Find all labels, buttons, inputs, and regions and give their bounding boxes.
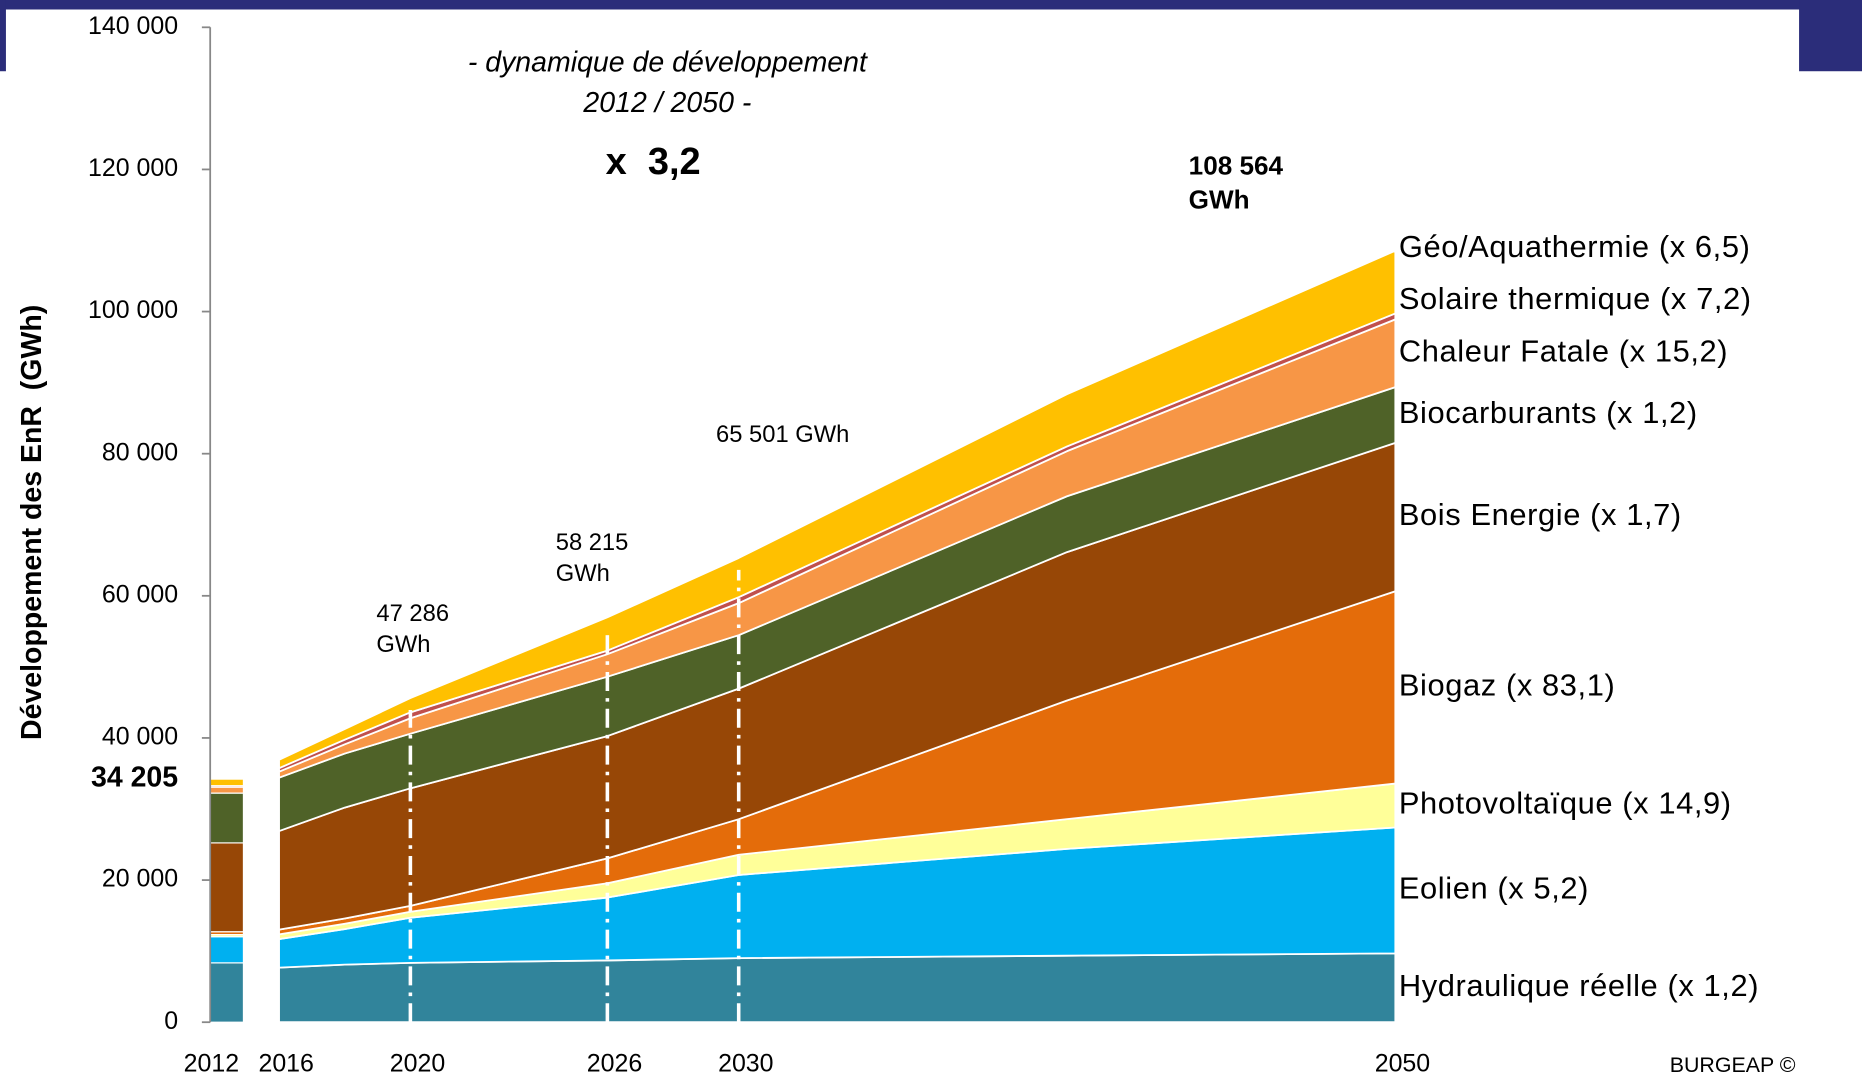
y-tick-label: 0 (164, 1007, 178, 1035)
area (278, 952, 1397, 1024)
y-tick-label: 140 000 (88, 12, 178, 40)
legend-label: Géo/Aquathermie (x 6,5) (1399, 229, 1751, 264)
area-segment (209, 936, 245, 964)
y-axis-title: Développement des EnR (GWh) (16, 305, 48, 740)
x-tick-label: 2012 (184, 1050, 239, 1078)
annotation: GWh (556, 561, 610, 587)
annotation: 108 564 (1189, 150, 1284, 180)
x-tick-label: 2050 (1375, 1050, 1430, 1078)
y-tick-label: 100 000 (88, 296, 178, 324)
annotation: 65 501 GWh (716, 422, 849, 448)
y-tick-label: 80 000 (102, 438, 178, 466)
legend-label: Bois Energie (x 1,7) (1399, 497, 1682, 532)
left-band (0, 0, 6, 72)
x-tick-label: 2016 (258, 1050, 313, 1078)
legend-label: Solaire thermique (x 7,2) (1399, 281, 1752, 316)
y-tick-label: 60 000 (102, 580, 178, 608)
credit: BURGEAP © (1670, 1053, 1796, 1077)
x-tick-label: 2026 (587, 1050, 642, 1078)
legend-label: Eolien (x 5,2) (1399, 871, 1589, 906)
legend-label: Photovoltaïque (x 14,9) (1399, 786, 1732, 821)
annotation: GWh (1189, 185, 1250, 215)
area (278, 249, 1397, 770)
annotation: x 3,2 (606, 141, 701, 183)
annotation: 58 215 (556, 530, 629, 556)
area-segment (209, 842, 245, 933)
annotation: 47 286 (376, 601, 449, 627)
y-tick-label: 40 000 (102, 723, 178, 751)
area-segment (209, 962, 245, 1023)
annotation: - dynamique de développement (468, 47, 868, 79)
annotation: 2012 / 2050 - (582, 87, 751, 119)
annotation: 34 205 (91, 761, 178, 793)
legend-label: Biogaz (x 83,1) (1399, 668, 1615, 703)
y-tick-label: 120 000 (88, 154, 178, 182)
legend-label: Chaleur Fatale (x 15,2) (1399, 333, 1728, 368)
area-segment (209, 778, 245, 787)
x-tick-label: 2030 (718, 1050, 773, 1078)
corner-box (1799, 0, 1862, 72)
legend-label: Hydraulique réelle (x 1,2) (1399, 968, 1759, 1003)
area-segment (209, 786, 245, 794)
x-tick-label: 2020 (390, 1050, 445, 1078)
plot-area (209, 249, 1397, 1024)
annotation: GWh (376, 632, 430, 658)
area-segment (209, 792, 245, 844)
top-band (0, 0, 1862, 10)
y-tick-label: 20 000 (102, 865, 178, 893)
legend-label: Biocarburants (x 1,2) (1399, 395, 1698, 430)
